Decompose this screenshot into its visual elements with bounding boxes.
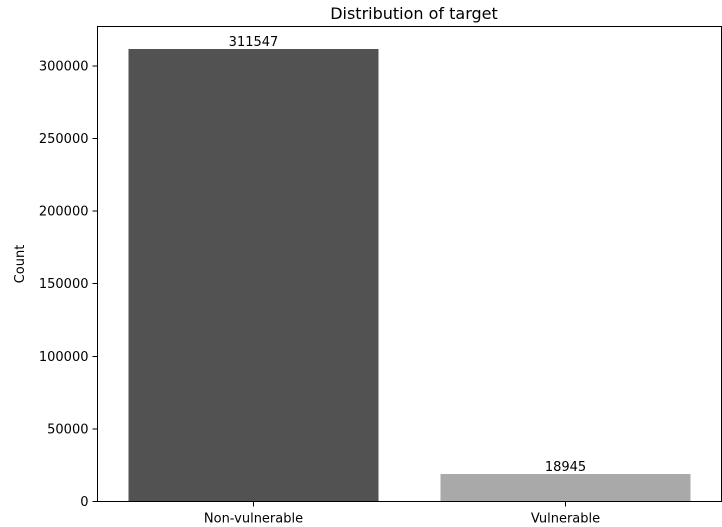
y-tick-label: 150000 (39, 277, 89, 292)
bar-value-label: 18945 (545, 460, 586, 475)
x-axis-ticks: Non-vulnerable Vulnerable (204, 501, 600, 527)
bar-value-label: 311547 (229, 35, 279, 50)
y-tick-label: 200000 (39, 205, 89, 220)
bars (128, 49, 691, 502)
y-axis-label: Count (13, 245, 28, 284)
bar-non-vulnerable (128, 49, 379, 502)
y-tick-label: 100000 (39, 350, 89, 365)
y-tick-label: 0 (80, 495, 88, 510)
data-labels: 311547 18945 (229, 35, 587, 475)
y-tick-label: 50000 (47, 422, 88, 437)
x-tick-label: Vulnerable (531, 512, 600, 527)
y-tick-label: 300000 (39, 59, 89, 74)
y-tick-label: 250000 (39, 132, 89, 147)
bar-vulnerable (440, 473, 691, 502)
chart-title: Distribution of target (330, 4, 498, 23)
x-tick-label: Non-vulnerable (204, 512, 303, 527)
y-axis-ticks: 0 50000 100000 150000 200000 250000 300000 (39, 59, 98, 510)
